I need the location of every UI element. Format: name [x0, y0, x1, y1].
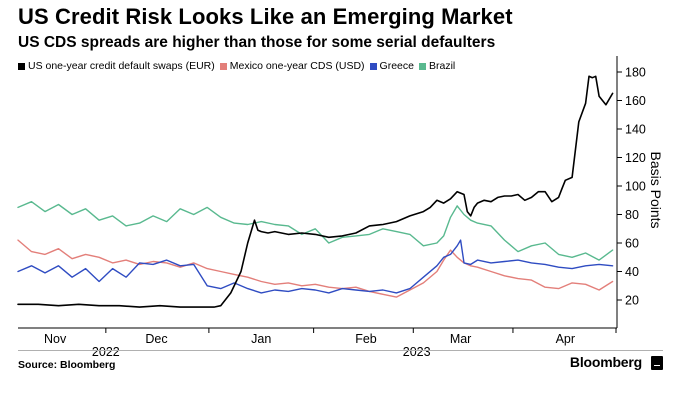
y-tick-label-100: 100 — [625, 180, 646, 194]
x-tick-label-jan: Jan — [251, 332, 271, 346]
legend-swatch-brazil — [418, 62, 426, 70]
chart-title: US Credit Risk Looks Like an Emerging Ma… — [18, 4, 513, 29]
legend-swatch-mexico — [219, 62, 227, 70]
legend-item-greece: Greece — [369, 60, 414, 72]
bloomberg-terminal-icon — [651, 356, 663, 370]
x-tick-label-apr: Apr — [556, 332, 575, 346]
legend-label-mexico: Mexico one-year CDS (USD) — [229, 60, 365, 72]
footer-divider — [18, 350, 663, 351]
y-tick-label-180: 180 — [625, 66, 646, 80]
series-line-mexico — [17, 239, 614, 298]
x-tick-label-dec: Dec — [145, 332, 167, 346]
legend-swatch-greece — [369, 62, 377, 70]
series-line-greece — [17, 239, 614, 294]
legend-label-brazil: Brazil — [428, 60, 456, 72]
legend-swatch-us — [18, 62, 25, 70]
chart-subtitle: US CDS spreads are higher than those for… — [18, 34, 496, 51]
series-line-brazil — [17, 200, 614, 261]
x-year-label-2023: 2023 — [403, 345, 431, 359]
series-line-us — [17, 75, 614, 308]
y-axis-title: Basis Points — [648, 151, 664, 228]
legend-label-greece: Greece — [379, 60, 414, 72]
x-tick-label-mar: Mar — [450, 332, 472, 346]
brand-logo: Bloomberg — [569, 354, 642, 370]
x-year-label-2022: 2022 — [92, 345, 120, 359]
legend: US one-year credit default swaps (EUR) M… — [18, 60, 460, 72]
y-tick-label-40: 40 — [625, 265, 639, 279]
source-note: Source: Bloomberg — [18, 359, 116, 371]
y-tick-label-140: 140 — [625, 123, 646, 137]
legend-item-mexico: Mexico one-year CDS (USD) — [219, 60, 365, 72]
y-tick-label-120: 120 — [625, 151, 646, 165]
y-tick-label-160: 160 — [625, 94, 646, 108]
legend-item-us: US one-year credit default swaps (EUR) — [18, 60, 215, 72]
y-tick-label-80: 80 — [625, 208, 639, 222]
y-tick-label-60: 60 — [625, 237, 639, 251]
y-tick-label-20: 20 — [625, 294, 639, 308]
x-tick-label-feb: Feb — [355, 332, 377, 346]
legend-item-brazil: Brazil — [418, 60, 456, 72]
x-tick-label-nov: Nov — [44, 332, 67, 346]
legend-label-us: US one-year credit default swaps (EUR) — [28, 60, 215, 72]
